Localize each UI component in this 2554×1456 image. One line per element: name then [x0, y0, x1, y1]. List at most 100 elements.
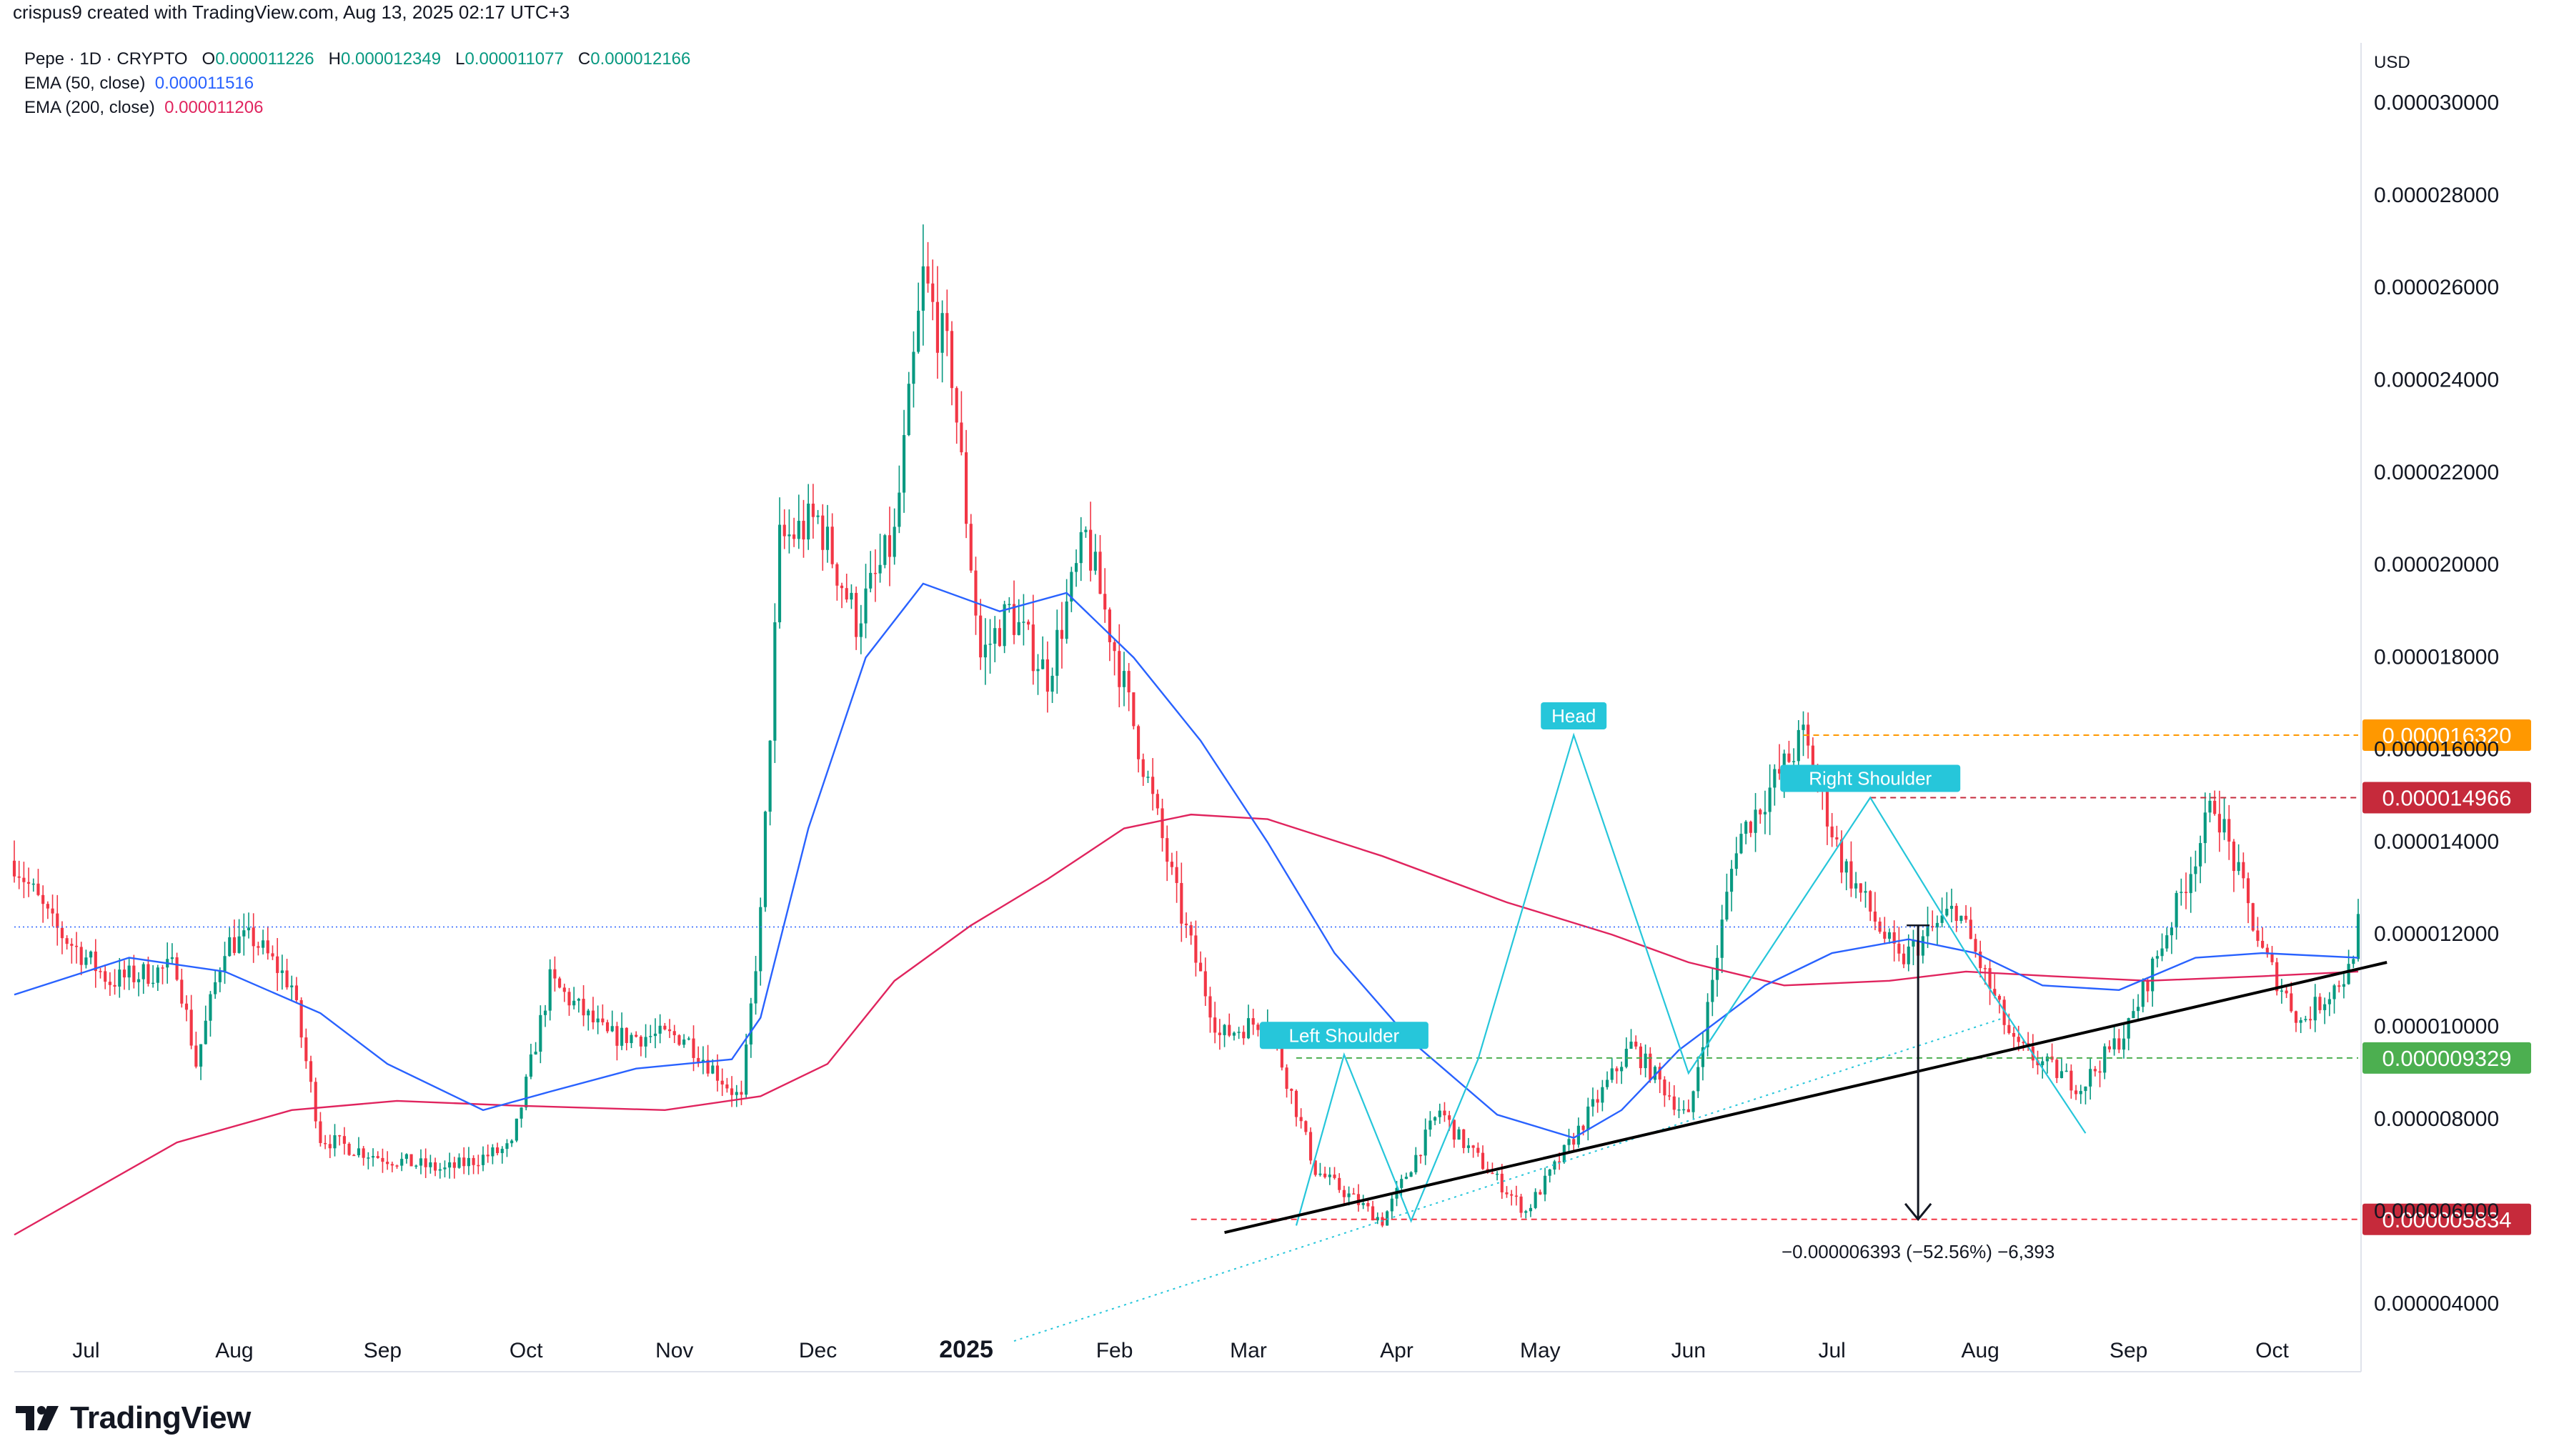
candle-body [1103, 594, 1107, 610]
candle-body [2251, 903, 2255, 931]
candle-body [2237, 862, 2240, 872]
candle-body [1027, 622, 1030, 625]
candle-body [711, 1065, 715, 1074]
price-chart[interactable]: 0.000016320 0.000014966 0.000009329 0.00000… [0, 0, 2554, 1386]
candle-body [404, 1154, 408, 1160]
candle-body [1773, 769, 1777, 788]
candle-body [209, 994, 212, 1021]
candle-body [342, 1136, 346, 1144]
candle-body [1060, 629, 1064, 639]
candle-body [429, 1162, 432, 1167]
candle-body [515, 1118, 518, 1141]
candle-body [1223, 1024, 1226, 1035]
candle-body [2304, 1019, 2307, 1020]
candle-body [60, 927, 64, 939]
candle-body [2122, 1038, 2126, 1050]
candle-body [189, 1009, 193, 1046]
candle-body [367, 1157, 370, 1159]
candle-body [1706, 1002, 1709, 1047]
candle-body [132, 965, 136, 982]
candle-body [218, 971, 222, 982]
candle-body [1869, 891, 1872, 912]
candle-body [1945, 909, 1949, 916]
candle-body [1448, 1115, 1451, 1120]
candle-body [1045, 659, 1049, 692]
candle-body [1811, 745, 1814, 773]
ema50-row[interactable]: EMA (50, close) 0.000011516 [24, 71, 690, 96]
y-tick-label: 0.000022000 [2374, 461, 2499, 484]
candle-body [596, 1018, 600, 1023]
candle-body [1352, 1193, 1356, 1195]
ema200-value: 0.000011206 [164, 98, 264, 117]
candle-body [2084, 1086, 2087, 1092]
candle-body [1988, 968, 1992, 989]
candle-body [2217, 814, 2221, 833]
candle-body [36, 883, 40, 895]
candle-body [1246, 1018, 1251, 1039]
candle-body [749, 1003, 752, 1044]
candle-body [1912, 940, 1915, 947]
candle-body [376, 1156, 379, 1158]
currency-label[interactable]: USD [2374, 53, 2410, 72]
candle-body [2165, 935, 2169, 949]
y-tick-label: 0.000012000 [2374, 922, 2499, 946]
candle-body [2074, 1090, 2078, 1095]
candle-body [1132, 692, 1136, 727]
candle-body [1361, 1203, 1365, 1205]
candle-body [2064, 1070, 2068, 1072]
candle-body [1668, 1095, 1671, 1097]
candle-body [740, 1092, 743, 1095]
candle-body [1342, 1190, 1346, 1197]
candle-body [701, 1059, 705, 1062]
candle-body [1835, 837, 1839, 840]
candle-body [1328, 1175, 1331, 1177]
candle-body [1050, 675, 1054, 692]
candle-body [1055, 629, 1059, 676]
candle-body [1194, 935, 1198, 963]
candle-body [1184, 923, 1188, 926]
candle-body [1543, 1175, 1547, 1195]
candle-body [2107, 1046, 2111, 1049]
level-14966-value: 0.000014966 [2382, 785, 2511, 810]
candle-body [1189, 925, 1193, 936]
candle-body [304, 1037, 308, 1062]
candle-body [1649, 1053, 1652, 1080]
candle-body [735, 1092, 738, 1095]
y-tick-label: 0.000004000 [2374, 1292, 2499, 1315]
candle-body [1290, 1089, 1293, 1091]
candle-body [2141, 980, 2145, 1007]
y-tick-label: 0.000008000 [2374, 1107, 2499, 1131]
candle-body [2175, 892, 2178, 928]
candle-body [2213, 800, 2217, 814]
x-tick-label: Jun [1671, 1339, 1706, 1362]
candle-body [1347, 1193, 1351, 1197]
candle-body [1084, 529, 1088, 532]
candle-body [1118, 651, 1121, 687]
ema200-row[interactable]: EMA (200, close) 0.000011206 [24, 96, 690, 120]
candle-body [1964, 915, 1968, 920]
candle-body [1787, 753, 1791, 762]
candle-body [285, 970, 289, 987]
candle-body [496, 1147, 500, 1154]
candle-body [725, 1084, 729, 1089]
symbol-label[interactable]: Pepe · 1D · CRYPTO [24, 49, 188, 69]
candle-body [1586, 1106, 1590, 1130]
candle-body [491, 1147, 495, 1157]
tradingview-logo[interactable]: TradingView [16, 1397, 251, 1440]
candle-body [883, 535, 887, 565]
candle-body [993, 628, 997, 644]
candle-body [252, 927, 255, 947]
candle-body [558, 978, 562, 988]
candle-body [2227, 819, 2231, 842]
candle-body [362, 1148, 365, 1158]
candle-body [1539, 1192, 1542, 1195]
candle-body [644, 1037, 647, 1047]
open-label: O [202, 49, 216, 69]
indicator-lines [14, 582, 2359, 1236]
candle-body [1725, 892, 1729, 920]
candle-body [582, 999, 585, 1016]
candle-body [99, 971, 102, 972]
candle-body [539, 1014, 542, 1052]
candle-body [2323, 1004, 2327, 1010]
candle-body [792, 534, 796, 539]
